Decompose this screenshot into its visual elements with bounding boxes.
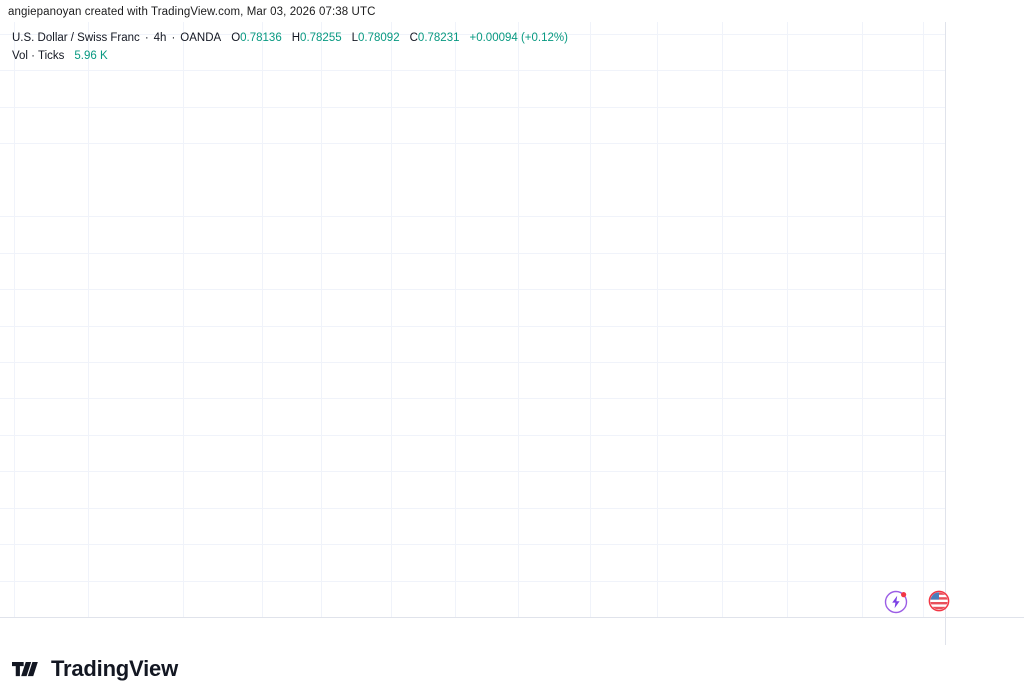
legend-sep-2: ·: [171, 32, 176, 44]
legend-open-value: 0.78136: [240, 32, 282, 44]
legend-symbol-name[interactable]: U.S. Dollar / Swiss Franc: [12, 32, 140, 44]
legend-low-label: L: [351, 32, 359, 44]
scale-corner: [945, 617, 1024, 645]
legend-close-label: C: [409, 32, 418, 44]
legend-close-value: 0.78231: [417, 32, 460, 44]
legend-volume-title: Vol · Ticks: [12, 50, 65, 62]
price-scale[interactable]: [945, 22, 1024, 617]
tradingview-logo[interactable]: TradingView: [12, 658, 178, 680]
tradingview-logo-text: TradingView: [51, 656, 178, 681]
legend-high-label: H: [291, 32, 301, 44]
legend-low-value: 0.78092: [358, 32, 400, 44]
legend-open-label: O: [231, 32, 241, 44]
legend-high-value: 0.78255: [300, 32, 342, 44]
legend-interval[interactable]: 4h: [153, 32, 167, 44]
footer-bar: TradingView: [0, 645, 1024, 698]
time-scale[interactable]: [0, 617, 945, 645]
chart-gridlines: [0, 22, 945, 617]
flash-lightning-icon[interactable]: [884, 590, 908, 614]
legend-volume-value: 5.96 K: [74, 50, 108, 62]
legend-volume-row[interactable]: Vol · Ticks 5.96 K: [12, 49, 568, 64]
attribution-text: angiepanoyan created with TradingView.co…: [8, 6, 376, 18]
chart-pane[interactable]: [0, 22, 945, 617]
us-flag-icon[interactable]: [928, 590, 950, 612]
legend-sep-1: ·: [144, 32, 149, 44]
tradingview-logo-icon: [12, 661, 38, 676]
legend-exchange[interactable]: OANDA: [180, 32, 222, 44]
chart-legend: U.S. Dollar / Swiss Franc · 4h · OANDA O0.781…: [12, 31, 568, 64]
candlestick-series: [0, 22, 945, 617]
legend-change-value: +0.00094 (+0.12%): [469, 32, 568, 44]
legend-symbol-row[interactable]: U.S. Dollar / Swiss Franc · 4h · OANDA O0.781…: [12, 31, 568, 46]
